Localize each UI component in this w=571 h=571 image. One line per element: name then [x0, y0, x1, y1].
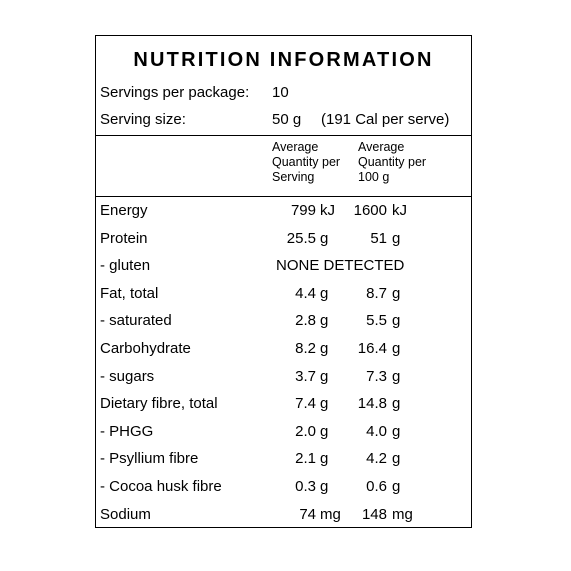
nutrient-name: Protein — [100, 229, 148, 247]
per-100g-unit: g — [392, 478, 401, 495]
column-header-per-serving: Average Quantity per Serving — [272, 140, 341, 184]
per-serving-value: 3.7 — [295, 367, 316, 385]
per-serving-value: 7.4 — [295, 395, 316, 413]
per-100g-unit: g — [392, 367, 401, 385]
per-100g-unit: g — [392, 422, 401, 440]
per-serving-unit: g — [320, 478, 329, 495]
nutrient-name: Energy — [100, 202, 148, 219]
per-serving-value: 2.0 — [295, 422, 316, 440]
per-serving-value: 2.1 — [295, 450, 316, 468]
nutrient-name: Fat, total — [100, 284, 159, 302]
per-100g-value: 4.0 — [366, 422, 387, 440]
nutrient-name: Carbohydrate — [100, 340, 191, 357]
per-serving-unit: g — [320, 229, 329, 247]
per-100g-value: 0.6 — [366, 478, 387, 495]
per-100g-unit: mg — [392, 505, 413, 523]
servings-label: Servings per package: — [100, 84, 250, 101]
nutrient-name: - Psyllium fibre — [100, 450, 199, 468]
nutrition-panel: NUTRITION INFORMATION Servings per packa… — [95, 35, 472, 528]
nutrient-name: - sugars — [100, 367, 155, 385]
per-100g-value: 5.5 — [366, 312, 387, 330]
panel-title: NUTRITION INFORMATION — [133, 49, 434, 71]
nutrient-name: - saturated — [100, 312, 172, 330]
per-100g-value: 1600 — [353, 202, 387, 219]
per-serving-unit: g — [320, 284, 329, 302]
per-serving-value: 4.4 — [295, 284, 316, 302]
per-100g-value: 14.8 — [357, 395, 387, 413]
per-100g-value: 51 — [370, 229, 387, 247]
per-serving-value: 799 — [290, 202, 316, 219]
per-serving-value: 74 — [299, 505, 316, 523]
per-serving-unit: mg — [320, 505, 341, 523]
per-100g-value: 7.3 — [366, 367, 387, 385]
per-serving-value: 8.2 — [295, 340, 316, 357]
column-header-per-100g: Average Quantity per 100 g — [358, 140, 427, 184]
per-100g-unit: kJ — [392, 202, 407, 219]
serving-size-label: Serving size: — [100, 111, 186, 128]
per-serving-unit: g — [320, 450, 329, 468]
nutrient-name: Sodium — [100, 505, 151, 523]
divider-header — [96, 196, 471, 197]
per-serving-value: 2.8 — [295, 312, 316, 330]
per-serving-value: 25.5 — [286, 229, 316, 247]
per-100g-value: 148 — [361, 505, 387, 523]
per-serving-value: 0.3 — [295, 478, 316, 495]
per-serving-unit: g — [320, 395, 329, 413]
nutrient-name: - PHGG — [100, 422, 154, 440]
per-100g-value: 4.2 — [366, 450, 387, 468]
per-serving-unit: g — [320, 340, 329, 357]
per-serving-unit: g — [320, 422, 329, 440]
nutrient-name: Dietary fibre, total — [100, 395, 218, 413]
per-100g-unit: g — [392, 284, 401, 302]
per-100g-unit: g — [392, 229, 401, 247]
servings-value: 10 — [272, 84, 289, 101]
serving-size-value: 50 g — [272, 111, 302, 128]
per-100g-value: 16.4 — [357, 340, 387, 357]
per-100g-value: 8.7 — [366, 284, 387, 302]
per-serving-unit: g — [320, 367, 329, 385]
per-100g-unit: g — [392, 340, 401, 357]
nutrient-name: - Cocoa husk fibre — [100, 478, 222, 495]
per-100g-unit: g — [392, 395, 401, 413]
divider-top — [96, 135, 471, 136]
nutrient-note: NONE DETECTED — [276, 257, 405, 275]
nutrient-name: - gluten — [100, 257, 151, 275]
per-serving-unit: kJ — [320, 202, 335, 219]
per-100g-unit: g — [392, 450, 401, 468]
serving-size-energy-note: (191 Cal per serve) — [321, 111, 450, 128]
per-100g-unit: g — [392, 312, 401, 330]
per-serving-unit: g — [320, 312, 329, 330]
